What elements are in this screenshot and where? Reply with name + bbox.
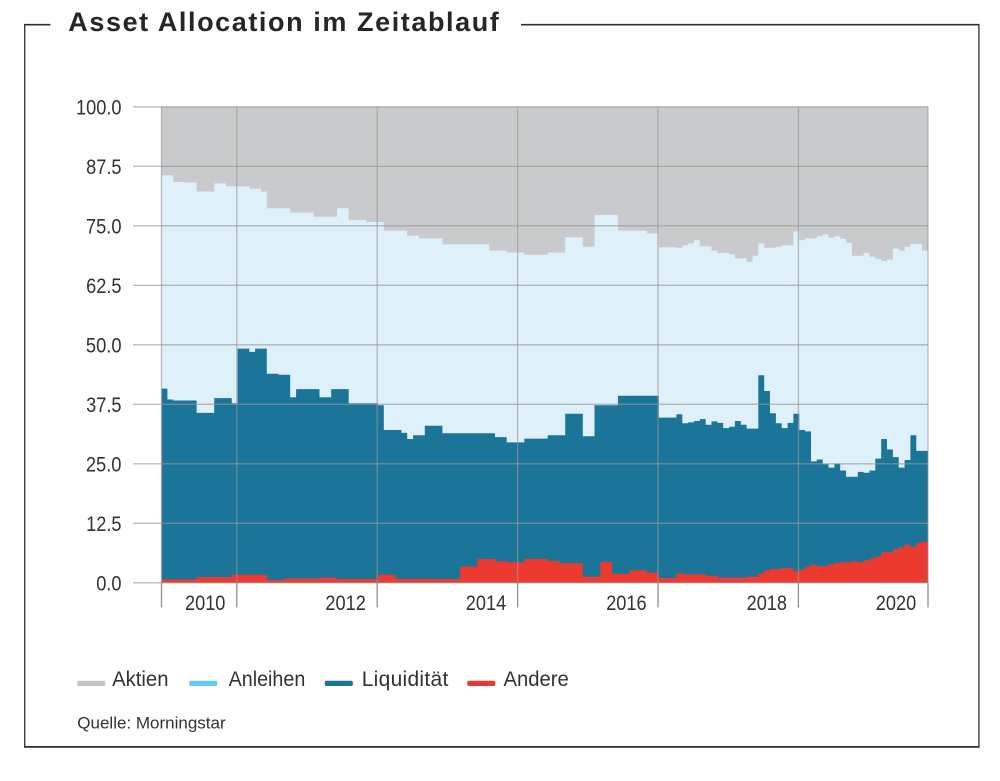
svg-text:2016: 2016 (606, 592, 646, 615)
svg-text:Aktien: Aktien (112, 668, 168, 691)
svg-text:50.0: 50.0 (86, 334, 122, 357)
svg-text:75.0: 75.0 (86, 215, 122, 238)
svg-text:Anleihen: Anleihen (229, 668, 306, 691)
svg-text:62.5: 62.5 (86, 275, 121, 298)
svg-text:Quelle: Morningstar: Quelle: Morningstar (77, 714, 226, 733)
svg-text:100.0: 100.0 (76, 96, 122, 119)
svg-text:2010: 2010 (185, 592, 225, 615)
svg-text:0.0: 0.0 (96, 572, 121, 595)
svg-text:12.5: 12.5 (86, 513, 121, 536)
svg-text:Asset Allocation im Zeitablauf: Asset Allocation im Zeitablauf (68, 7, 500, 37)
svg-text:37.5: 37.5 (86, 394, 121, 417)
svg-text:87.5: 87.5 (86, 156, 121, 179)
svg-text:Liquidität: Liquidität (362, 668, 449, 691)
svg-text:25.0: 25.0 (86, 453, 122, 476)
svg-text:2020: 2020 (876, 592, 916, 615)
svg-text:2018: 2018 (747, 592, 787, 615)
svg-text:2014: 2014 (466, 592, 507, 615)
svg-text:2012: 2012 (325, 592, 365, 615)
svg-text:Andere: Andere (504, 668, 569, 691)
